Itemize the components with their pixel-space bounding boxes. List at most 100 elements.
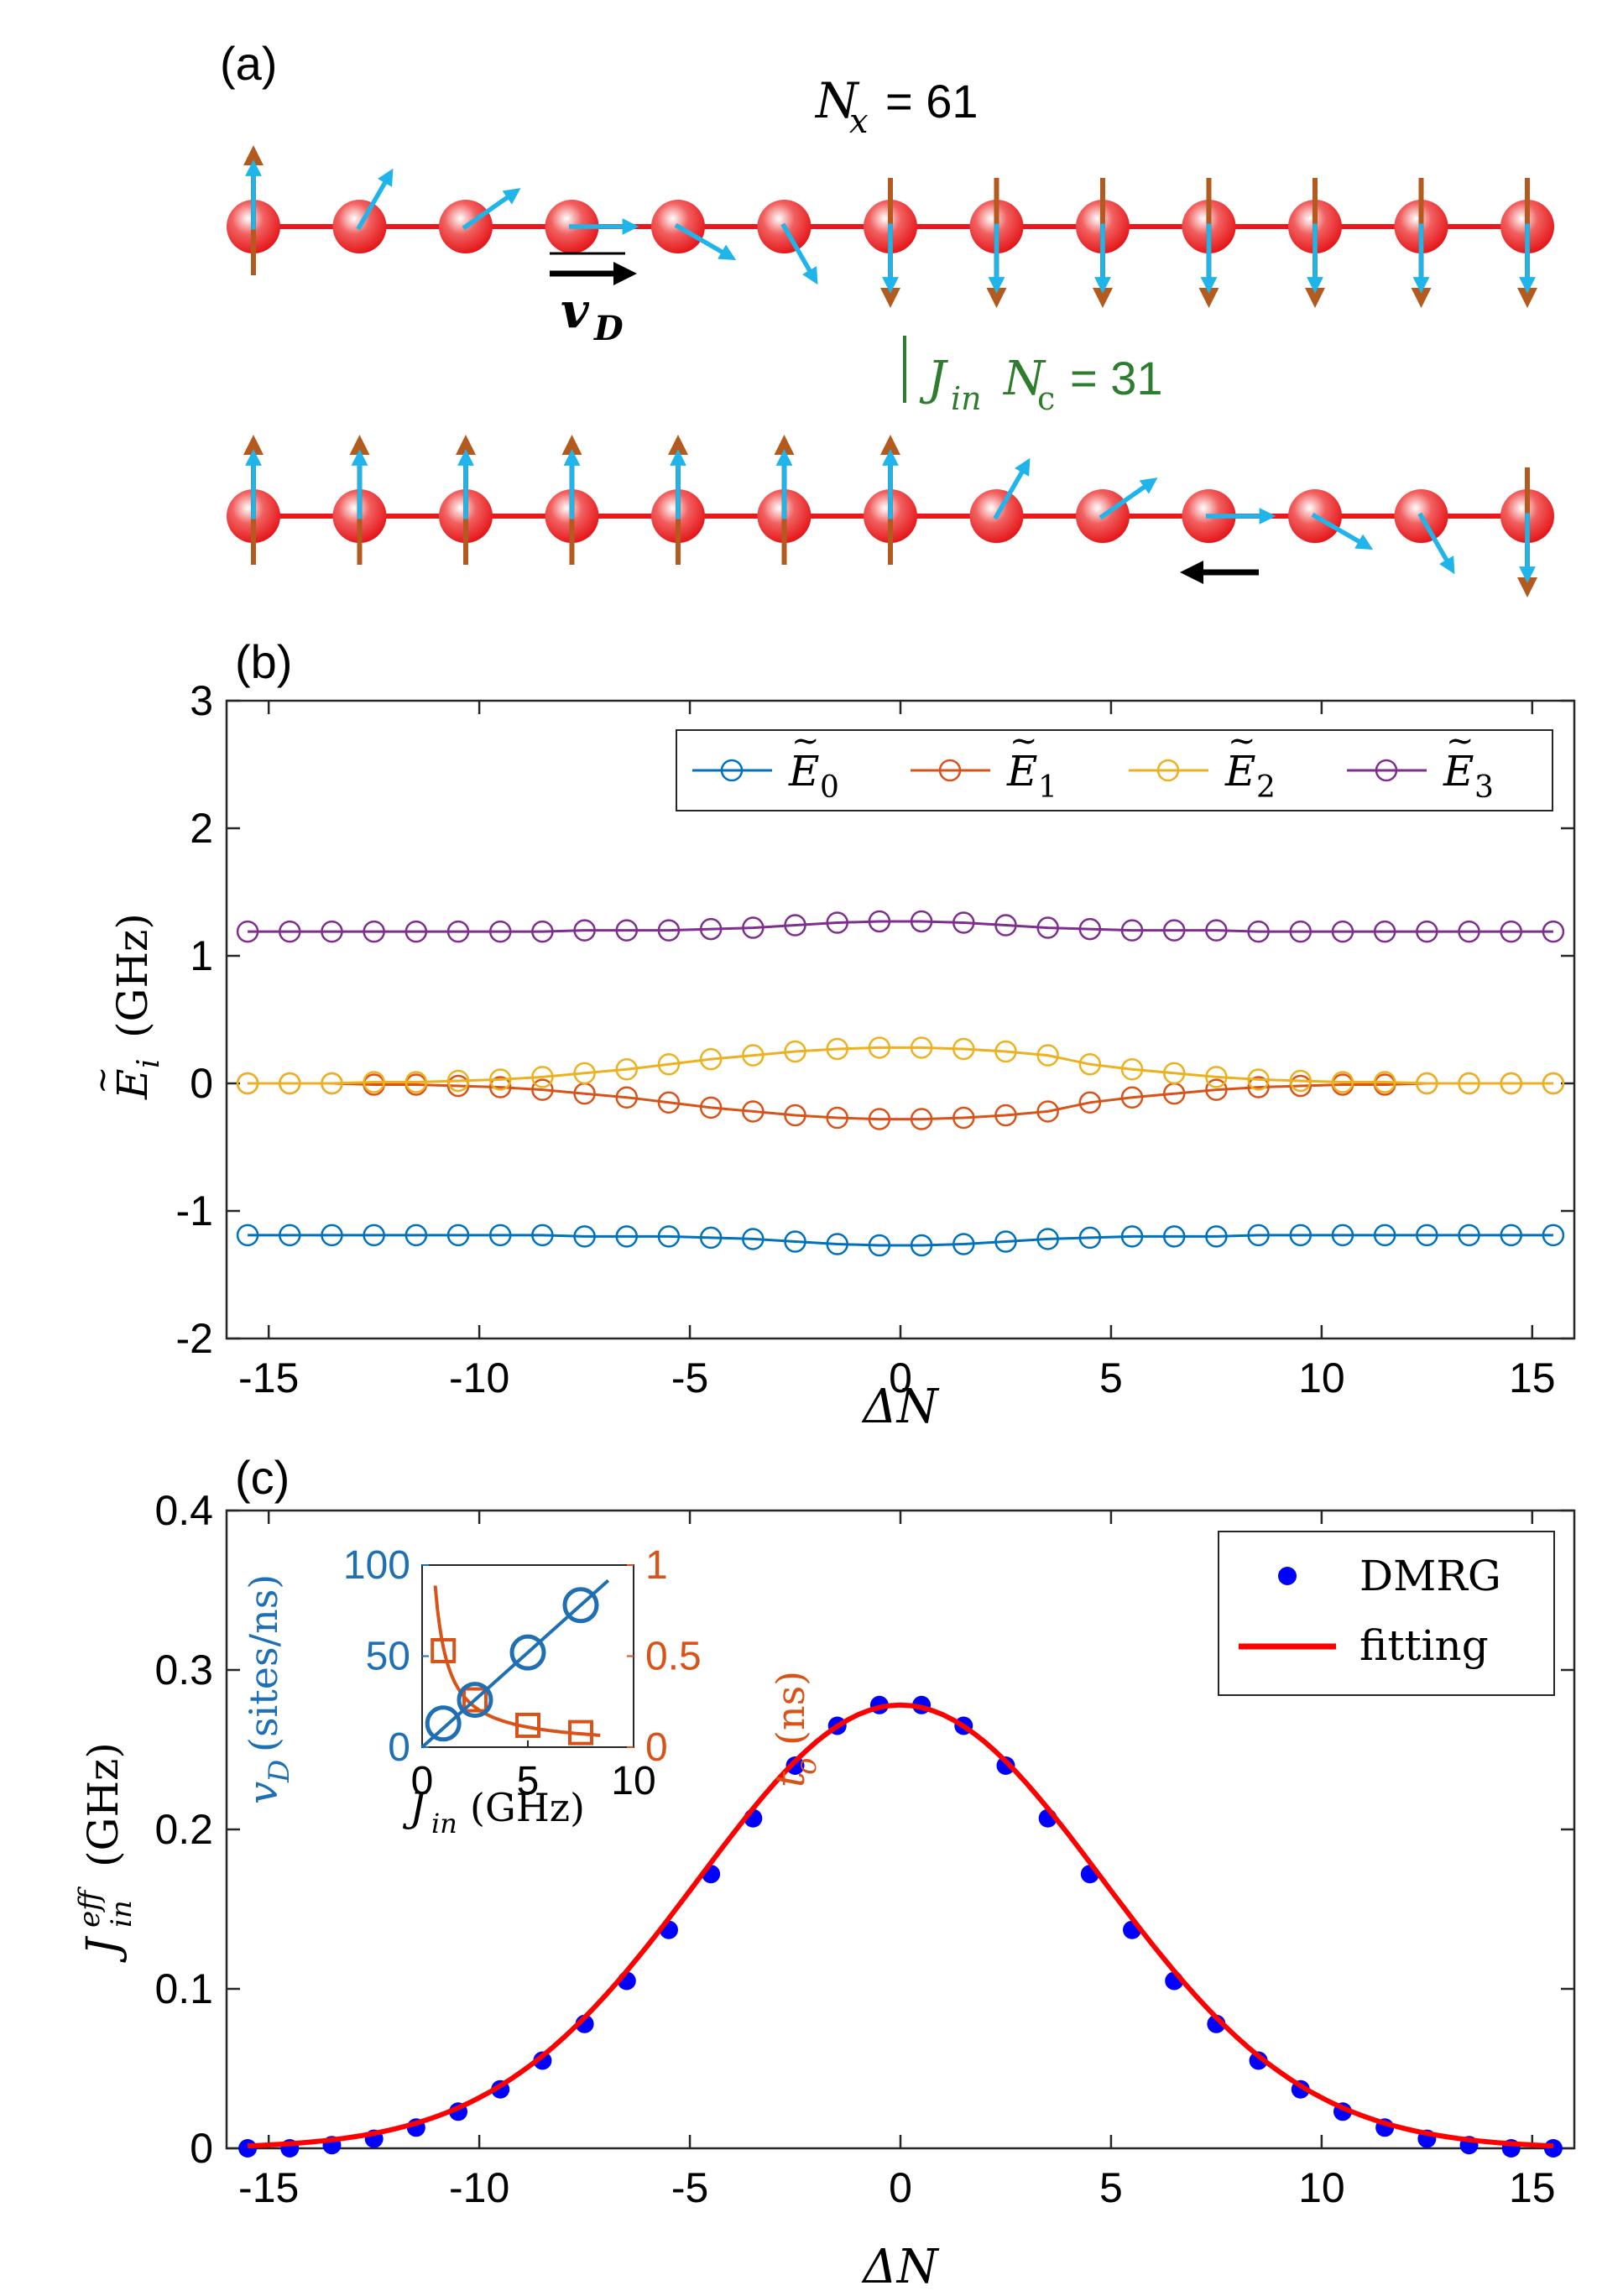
inset-right-tick-label: 0 (645, 1725, 668, 1770)
point-E0 (1289, 1224, 1312, 1247)
point-E3 (1036, 916, 1059, 939)
panel-b-ylabel-sub: i (132, 1058, 166, 1068)
x-tick-label: -5 (671, 1354, 708, 1401)
inset-to-point (431, 1637, 457, 1663)
point-E1 (784, 1104, 806, 1127)
panel-c-series (238, 1695, 1563, 2158)
point-E0 (404, 1224, 428, 1247)
legend-dmrg-label: DMRG (1359, 1552, 1501, 1600)
panel-a-schematic: (a) N x = 61 J in N c = 31 v D (220, 37, 1554, 597)
panel-b-series (236, 910, 1565, 1257)
point-E3 (279, 920, 301, 943)
point-E1 (488, 1076, 512, 1098)
x-tick-label: 15 (1509, 2164, 1556, 2211)
point-E3 (657, 919, 681, 942)
x-tick-label: 10 (1298, 2164, 1345, 2211)
point-E3 (1162, 919, 1186, 942)
y-tick-label: 1 (190, 932, 213, 979)
point-E3 (404, 920, 428, 943)
point-E1 (1120, 1086, 1144, 1109)
nc-value: = 31 (1070, 352, 1163, 404)
point-E0 (321, 1224, 343, 1247)
point-E0 (1331, 1224, 1354, 1247)
x-tick-label: 15 (1509, 1354, 1556, 1401)
point-E1 (1247, 1076, 1270, 1098)
panel-b-legend: E~0 E~1 E~2 E~3 (676, 722, 1553, 811)
point-E0 (1162, 1225, 1186, 1248)
point-E2 (1373, 1071, 1396, 1093)
point-E2 (488, 1068, 512, 1091)
point-E0 (1036, 1228, 1059, 1250)
inset-left-tick-label: 50 (366, 1635, 410, 1679)
point-E3 (488, 920, 512, 943)
bottom-chain-spin-arrow (1311, 512, 1374, 550)
point-E3 (1331, 920, 1354, 943)
legend-tilde-E2: ~ (1228, 722, 1256, 760)
point-E0 (1373, 1224, 1396, 1247)
point-E3 (1500, 920, 1522, 943)
x-tick-label: 0 (889, 2164, 912, 2211)
point-DMRG (1249, 2051, 1268, 2070)
point-DMRG (785, 1756, 805, 1775)
point-E2 (1205, 1066, 1228, 1088)
inset-right-ylabel: t o (ns) (767, 1671, 823, 1787)
panel-c-ylabel-unit: (GHz) (79, 1742, 128, 1867)
point-E3 (1416, 920, 1438, 943)
point-E3 (952, 911, 975, 934)
top-chain-spin-arrow (356, 168, 394, 231)
point-E1 (742, 1100, 765, 1123)
point-E2 (1458, 1072, 1480, 1095)
nc-symbol: N (1002, 352, 1046, 406)
inset-right-tick-label: 0.5 (645, 1635, 702, 1679)
legend-marker-E1 (938, 759, 962, 782)
panel-a-label: (a) (220, 37, 277, 90)
inset-left-ylabel-unit: (sites/ns) (241, 1574, 286, 1752)
point-E0 (699, 1226, 723, 1250)
panel-b-xlabel: ΔN (861, 1380, 939, 1434)
point-E0 (1247, 1224, 1270, 1247)
y-tick-label: 0 (190, 1060, 213, 1107)
x-tick-label: -15 (238, 1354, 299, 1401)
legend-sub-E3: 3 (1474, 770, 1494, 805)
vd-subscript: D (593, 309, 624, 348)
point-E3 (826, 911, 848, 934)
inset-vd-point (457, 1682, 493, 1719)
legend-marker-E0 (720, 759, 744, 782)
point-E2 (573, 1062, 596, 1085)
point-E2 (994, 1040, 1017, 1063)
x-tick-label: -5 (671, 2164, 708, 2211)
inset-x-tick-label: 5 (517, 1759, 540, 1803)
point-E2 (910, 1036, 933, 1059)
point-E2 (1247, 1068, 1270, 1091)
nx-annotation: N x = 61 (814, 72, 978, 141)
point-E2 (1078, 1052, 1102, 1076)
x-tick-label: 5 (1099, 2164, 1123, 2211)
legend-tilde-E1: ~ (1010, 722, 1038, 760)
point-E2 (531, 1066, 554, 1088)
point-E0 (826, 1233, 848, 1255)
point-E3 (1205, 919, 1228, 942)
point-E0 (615, 1225, 639, 1248)
jin-subscript: in (951, 380, 982, 417)
top-chain-spin-arrow (462, 188, 521, 231)
point-E2 (615, 1058, 639, 1081)
inset-vd-point (425, 1705, 462, 1742)
point-E3 (699, 917, 723, 941)
top-chain-spin-arrow (780, 222, 818, 285)
legend-tilde-E0: ~ (791, 722, 820, 760)
y-tick-label: -1 (176, 1187, 213, 1234)
inset-right-tick-label: 1 (645, 1543, 668, 1588)
point-E3 (615, 919, 639, 942)
inset-right-ylabel-sub: o (790, 1758, 823, 1775)
point-E2 (657, 1052, 681, 1076)
legend-label-E0: E (788, 747, 820, 796)
point-E3 (363, 920, 385, 943)
coupling-annotation: J in N c = 31 (919, 352, 1163, 417)
inset-to-point (568, 1719, 593, 1745)
legend-label-E3: E (1443, 747, 1474, 796)
inset-x-tick-label: 10 (611, 1759, 655, 1803)
